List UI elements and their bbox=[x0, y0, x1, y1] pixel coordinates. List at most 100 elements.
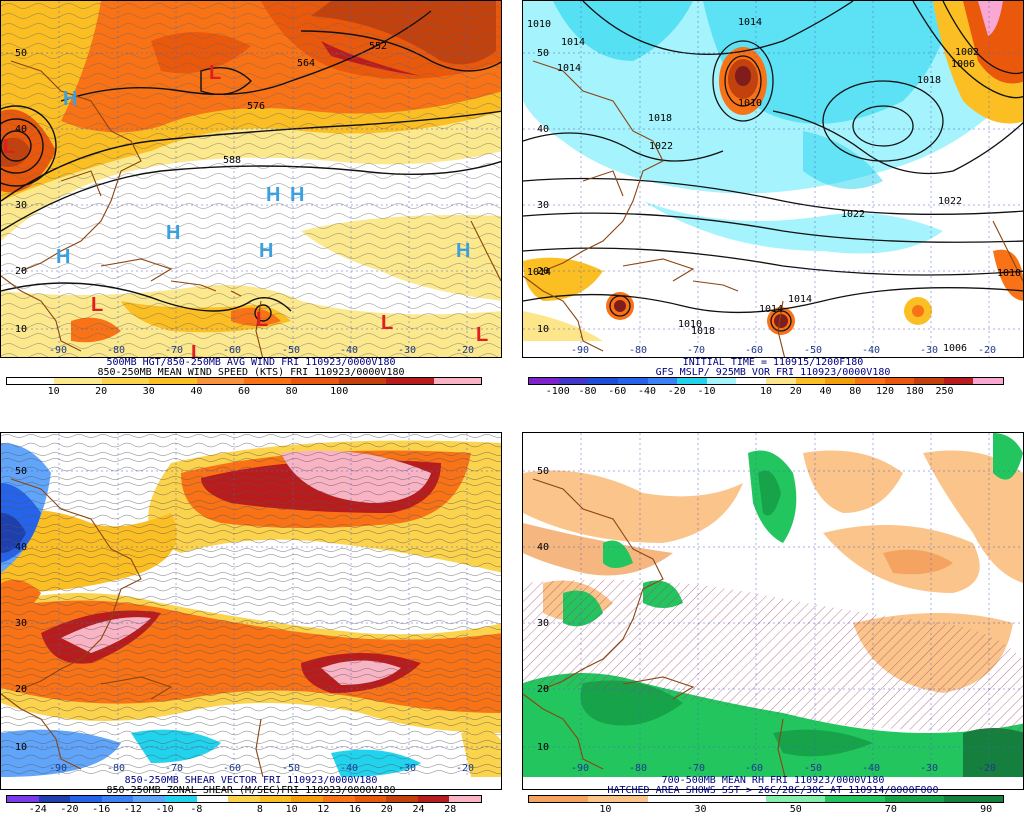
color-bar-tick: 20 bbox=[380, 804, 393, 815]
low-marker: L bbox=[381, 312, 393, 334]
lon-label: -60 bbox=[223, 345, 241, 356]
color-bar-ticks: 10 30 50 70 90 bbox=[528, 804, 1004, 816]
color-bar-tick: 60 bbox=[237, 386, 251, 397]
caption-line-1: 700-500MB MEAN RH FRI 110923/0000V180 bbox=[661, 775, 885, 786]
color-bar-swatch bbox=[291, 796, 323, 802]
high-marker: H bbox=[63, 88, 77, 110]
lon-label: -70 bbox=[687, 345, 705, 356]
color-bar-tick: 24 bbox=[412, 804, 425, 815]
lat-label: 20 bbox=[537, 266, 549, 277]
lon-label: -80 bbox=[107, 345, 125, 356]
lat-label: 50 bbox=[15, 466, 27, 477]
color-bar-tick: 12 bbox=[317, 804, 330, 815]
isobar-label: 1006 bbox=[951, 59, 975, 70]
color-bar-tick: -16 bbox=[92, 804, 111, 815]
high-marker: H bbox=[259, 240, 273, 262]
lat-label: 30 bbox=[15, 618, 27, 629]
caption-line-2: 850-250MB ZONAL SHEAR (M/SEC)FRI 110923/… bbox=[106, 785, 396, 796]
color-bar-tick: 90 bbox=[980, 804, 993, 815]
high-marker: H bbox=[456, 240, 470, 262]
isobar-label: 1010 bbox=[678, 319, 702, 330]
color-bar-tick: -100 bbox=[545, 386, 570, 397]
isobar-label: 1014 bbox=[557, 63, 581, 74]
lon-label: -20 bbox=[978, 763, 996, 774]
color-bar-swatch bbox=[7, 796, 39, 802]
lon-label: -90 bbox=[571, 345, 589, 356]
color-bar-swatch bbox=[825, 796, 885, 802]
color-bar-tick: 20 bbox=[789, 386, 802, 397]
contour-label: 576 bbox=[247, 101, 265, 112]
high-marker: H bbox=[166, 222, 180, 244]
lat-label: 40 bbox=[537, 124, 549, 135]
lon-label: -20 bbox=[978, 345, 996, 356]
isobar-label: 1002 bbox=[955, 47, 979, 58]
lat-label: 50 bbox=[537, 466, 549, 477]
caption-line-2: GFS MSLP/ 925MB VOR FRI 110923/0000V180 bbox=[655, 367, 891, 378]
color-bar-tick: 180 bbox=[905, 386, 924, 397]
color-bar-swatch bbox=[706, 796, 766, 802]
color-bar-swatch bbox=[101, 796, 134, 802]
color-bar-tick: -10 bbox=[697, 386, 716, 397]
color-bar-swatch bbox=[766, 378, 796, 384]
isobar-label: 1014 bbox=[561, 37, 585, 48]
color-bar-tick: 70 bbox=[884, 804, 897, 815]
color-bar-swatch bbox=[322, 796, 355, 802]
contour-label: 564 bbox=[297, 58, 315, 69]
color-bar-swatch bbox=[259, 796, 292, 802]
isobar-label: 1014 bbox=[527, 267, 551, 278]
color-bar-swatch bbox=[449, 796, 481, 802]
lon-label: -60 bbox=[745, 763, 763, 774]
lon-label: -70 bbox=[165, 345, 183, 356]
color-bar-swatch bbox=[647, 796, 707, 802]
color-bar-tick: 28 bbox=[444, 804, 457, 815]
low-marker: L bbox=[191, 342, 203, 358]
low-marker: L bbox=[3, 136, 15, 158]
isobar-label: 1018 bbox=[648, 113, 672, 124]
contour-label: 588 bbox=[223, 155, 241, 166]
color-bar-swatch bbox=[133, 796, 165, 802]
isobar-label: 1010 bbox=[738, 98, 762, 109]
lat-label: 30 bbox=[15, 200, 27, 211]
color-bar-tick: -40 bbox=[637, 386, 657, 397]
color-bar-tick: 10 bbox=[599, 804, 612, 815]
low-marker: L bbox=[209, 62, 221, 84]
color-bar bbox=[6, 795, 482, 803]
high-marker: H bbox=[56, 246, 70, 268]
color-bar-swatch bbox=[529, 796, 589, 802]
color-bar-swatch bbox=[647, 378, 678, 384]
lat-label: 30 bbox=[537, 618, 549, 629]
high-marker: H bbox=[266, 184, 280, 206]
low-marker: L bbox=[91, 294, 103, 316]
color-bar-tick: 40 bbox=[190, 386, 203, 397]
color-bar-swatch bbox=[386, 796, 418, 802]
contour-label: 552 bbox=[369, 41, 387, 52]
color-bar-swatch bbox=[617, 378, 648, 384]
color-bar-tick: -8 bbox=[190, 804, 203, 815]
color-bar-tick: 20 bbox=[95, 386, 108, 397]
color-bar-tick: -20 bbox=[60, 804, 79, 815]
color-bar-tick: 10 bbox=[47, 386, 60, 397]
lon-label: -30 bbox=[398, 345, 416, 356]
lon-label: -40 bbox=[862, 763, 880, 774]
color-bar-tick: 80 bbox=[285, 386, 298, 397]
mslp-vorticity-map: 50 40 30 20 10 -90 -80 -70 -60 -50 -40 -… bbox=[522, 0, 1024, 358]
lon-label: -30 bbox=[920, 763, 938, 774]
color-bar-swatch bbox=[943, 796, 1003, 802]
color-bar-swatch bbox=[7, 378, 55, 384]
isobar-label: 1018 bbox=[917, 75, 941, 86]
lon-label: -80 bbox=[107, 763, 125, 774]
lat-label: 50 bbox=[15, 48, 27, 59]
lon-label: -70 bbox=[687, 763, 705, 774]
color-bar-swatch bbox=[973, 378, 1003, 384]
color-bar-swatch bbox=[706, 378, 737, 384]
lat-label: 40 bbox=[537, 542, 549, 553]
color-bar-tick: 120 bbox=[875, 386, 895, 397]
color-bar bbox=[528, 377, 1004, 385]
color-bar-ticks: -24 -20 -16 -12 -10 -8 8 10 12 16 20 24 28 bbox=[6, 804, 482, 816]
color-bar-ticks: -100 -80 -60 -40 -20 -10 10 20 40 80 120 180 250 bbox=[528, 386, 1004, 398]
color-bar-tick: 10 bbox=[759, 386, 773, 397]
lon-label: -20 bbox=[456, 763, 474, 774]
lon-label: -50 bbox=[282, 345, 300, 356]
lon-label: -90 bbox=[49, 763, 67, 774]
color-bar-swatch bbox=[795, 378, 826, 384]
